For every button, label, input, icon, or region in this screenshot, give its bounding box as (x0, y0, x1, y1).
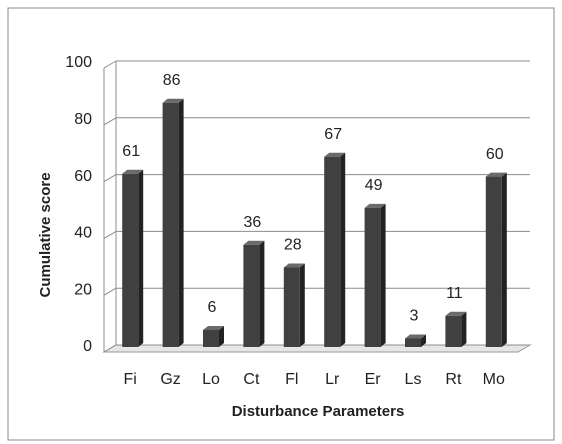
grid-line-side (103, 287, 117, 296)
y-tick-label: 80 (74, 111, 92, 128)
bar (122, 173, 139, 347)
bar (203, 329, 219, 347)
data-label: 86 (163, 72, 181, 89)
y-tick-label: 40 (74, 225, 92, 242)
data-label: 3 (410, 308, 419, 325)
data-label: 49 (365, 177, 383, 194)
y-tick-label: 0 (83, 338, 92, 355)
bar-top (485, 172, 507, 177)
bar-top (162, 98, 184, 103)
bar-top (203, 325, 224, 330)
bar-top (122, 169, 144, 174)
x-tick-label: Fl (285, 371, 298, 388)
x-tick-label: Ct (243, 371, 260, 388)
data-label: 28 (284, 237, 302, 254)
bar-top (405, 334, 426, 339)
bar-side (421, 334, 426, 347)
bar (162, 102, 179, 347)
bar-side (461, 311, 467, 347)
grid-line-side (103, 60, 117, 69)
bar-side (340, 152, 346, 347)
x-tick-label: Gz (160, 371, 180, 388)
bar (485, 176, 502, 347)
x-tick-label: Fi (124, 371, 137, 388)
x-tick-label: Er (365, 371, 382, 388)
y-tick-label: 100 (65, 54, 92, 71)
bar-top (283, 263, 305, 268)
data-label: 36 (244, 214, 262, 231)
grid-line-side (103, 230, 117, 239)
grid-line-side (103, 174, 117, 183)
bar-side (138, 169, 144, 347)
bar (324, 156, 341, 347)
data-label: 6 (208, 299, 217, 316)
bar-side (219, 325, 224, 347)
data-label: 60 (486, 146, 504, 163)
x-tick-label: Lo (202, 371, 220, 388)
bar (243, 244, 260, 347)
x-tick-label: Mo (483, 371, 505, 388)
bar (283, 267, 300, 347)
bar-side (259, 240, 265, 347)
y-axis-title: Cumulative score (37, 172, 54, 297)
data-label: 61 (122, 143, 140, 160)
grid-line-side (103, 344, 117, 353)
data-label: 11 (446, 285, 463, 302)
x-tick-label: Ls (405, 371, 422, 388)
y-tick-label: 20 (74, 281, 92, 298)
bar-top (324, 152, 346, 157)
y-tick-label: 60 (74, 168, 92, 185)
x-tick-label: Lr (325, 371, 340, 388)
chart-border (7, 7, 555, 441)
bar-side (299, 263, 305, 347)
bar-side (178, 98, 184, 347)
grid-line-side (103, 117, 117, 126)
bar-top (445, 311, 467, 316)
bar (445, 315, 462, 347)
bar (405, 338, 421, 347)
bar-side (380, 203, 386, 347)
x-axis-title: Disturbance Parameters (232, 403, 405, 420)
x-tick-label: Rt (445, 371, 462, 388)
bar-top (243, 240, 265, 245)
bar-top (364, 203, 386, 208)
bar (364, 207, 381, 347)
data-label: 67 (324, 126, 342, 143)
bar-side (501, 172, 507, 347)
